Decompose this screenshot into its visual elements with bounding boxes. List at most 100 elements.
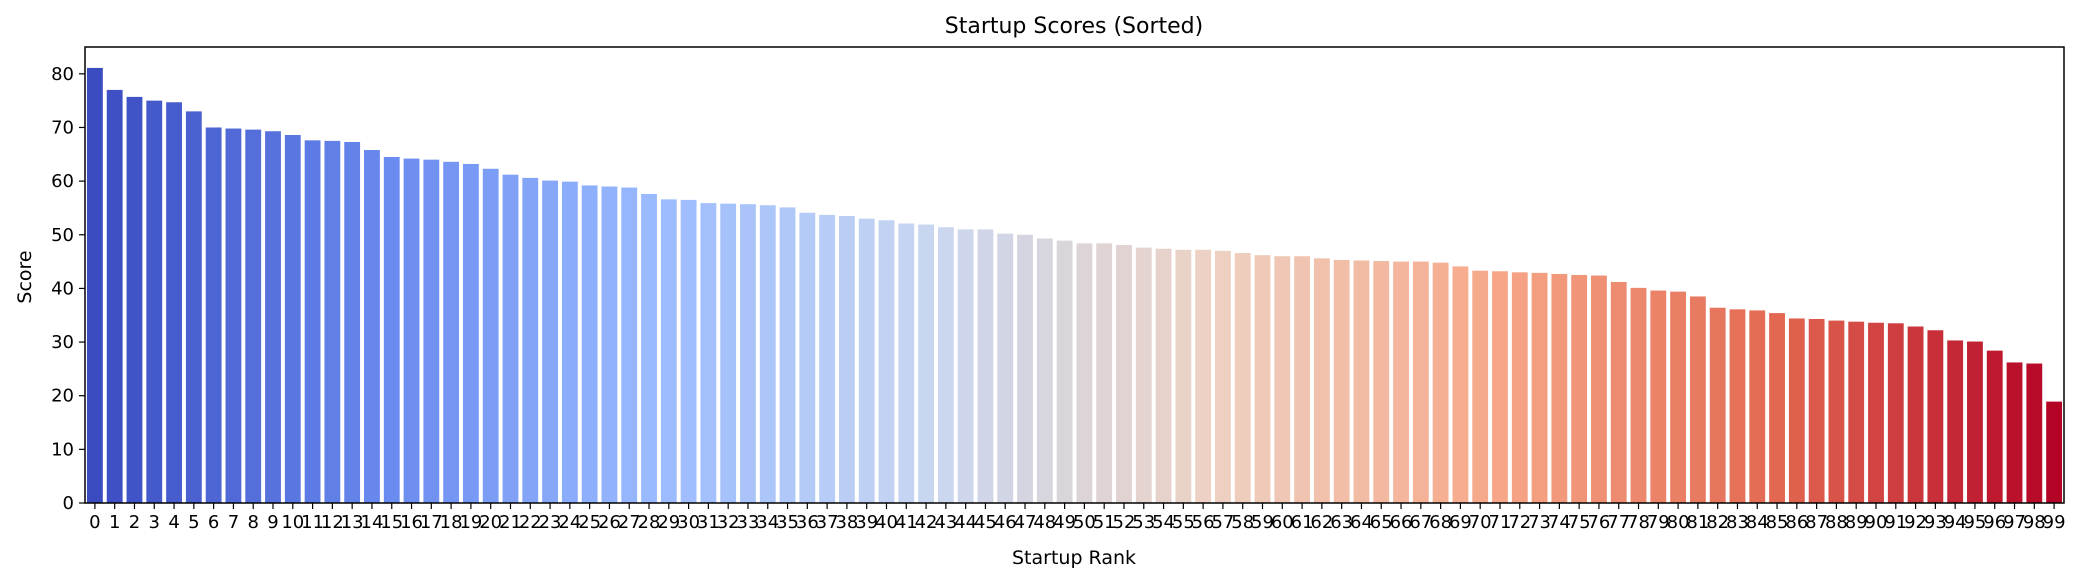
bar-92 [1907, 326, 1924, 503]
y-tick-label: 10 [51, 439, 74, 460]
bar-42 [918, 224, 934, 503]
bar-47 [1017, 234, 1033, 503]
bar-90 [1868, 322, 1884, 503]
x-tick-label: 79 [1647, 512, 1670, 533]
bar-76 [1591, 275, 1607, 503]
bar-59 [1254, 255, 1271, 503]
x-tick-label: 27 [618, 512, 641, 533]
x-tick-label: 7 [228, 512, 239, 533]
bar-57 [1215, 250, 1231, 503]
y-axis: 0 10 20 30 40 50 60 70 80 [51, 64, 85, 514]
bar-71 [1492, 271, 1508, 503]
bar-33 [740, 204, 756, 503]
x-tick-label: 98 [2023, 512, 2046, 533]
x-tick-label: 97 [2003, 512, 2026, 533]
bar-60 [1274, 256, 1291, 503]
x-tick-label: 48 [1033, 512, 1056, 533]
bar-7 [225, 128, 242, 504]
bar-52 [1116, 244, 1132, 503]
bar-16 [403, 158, 420, 503]
bar-28 [641, 193, 657, 504]
x-tick-label: 86 [1785, 512, 1808, 533]
bar-38 [838, 215, 855, 504]
x-tick-label: 56 [1192, 512, 1215, 533]
x-tick-label: 59 [1251, 512, 1274, 533]
bar-88 [1828, 320, 1845, 503]
bar-24 [561, 181, 578, 503]
x-tick-label: 31 [697, 512, 720, 533]
bar-58 [1234, 253, 1251, 503]
x-tick-label: 8 [247, 512, 258, 533]
x-tick-label: 40 [875, 512, 898, 533]
x-tick-label: 90 [1865, 512, 1888, 533]
x-tick-label: 36 [796, 512, 819, 533]
x-tick-label: 2 [129, 512, 140, 533]
x-tick-label: 32 [717, 512, 740, 533]
y-tick-label: 50 [51, 225, 74, 246]
bar-84 [1749, 310, 1766, 503]
x-tick-label: 14 [361, 512, 384, 533]
x-tick-label: 45 [974, 512, 997, 533]
x-tick-label: 24 [558, 512, 581, 533]
bar-8 [245, 129, 262, 504]
bar-85 [1769, 313, 1785, 503]
x-tick-label: 54 [1152, 512, 1175, 533]
x-tick-label: 29 [657, 512, 680, 533]
bar-89 [1848, 321, 1865, 503]
bar-12 [324, 140, 341, 503]
x-tick-label: 5 [188, 512, 199, 533]
bar-86 [1788, 318, 1805, 503]
plot-frame [84, 46, 2065, 504]
bar-69 [1452, 266, 1469, 503]
x-tick-label: 20 [479, 512, 502, 533]
x-tick-label: 46 [994, 512, 1017, 533]
bar-43 [937, 227, 954, 503]
bar-34 [759, 205, 776, 503]
x-tick-label: 77 [1607, 512, 1630, 533]
x-tick-label: 85 [1766, 512, 1789, 533]
x-tick-label: 30 [677, 512, 700, 533]
x-tick-label: 84 [1746, 512, 1769, 533]
x-tick-label: 21 [499, 512, 522, 533]
bar-83 [1729, 309, 1746, 503]
x-tick-label: 66 [1390, 512, 1413, 533]
x-tick-label: 51 [1093, 512, 1116, 533]
bar-67 [1412, 261, 1429, 503]
x-tick-label: 25 [578, 512, 601, 533]
x-tick-label: 70 [1469, 512, 1492, 533]
bar-97 [2006, 362, 2023, 503]
x-tick-label: 58 [1231, 512, 1254, 533]
x-tick-label: 6 [208, 512, 219, 533]
x-tick-label: 73 [1528, 512, 1551, 533]
bar-45 [977, 229, 994, 503]
bar-70 [1472, 270, 1489, 503]
x-tick-label: 67 [1409, 512, 1432, 533]
bar-56 [1195, 249, 1212, 503]
x-tick-label: 92 [1904, 512, 1927, 533]
x-axis-label: Startup Rank [1012, 547, 1136, 569]
x-tick-label: 10 [281, 512, 304, 533]
bar-75 [1571, 275, 1588, 503]
bar-39 [858, 218, 875, 503]
bar-87 [1808, 318, 1825, 503]
x-tick-label: 19 [459, 512, 482, 533]
bar-9 [265, 131, 281, 503]
bar-18 [443, 161, 460, 504]
bar-53 [1135, 247, 1152, 503]
bar-72 [1511, 272, 1528, 503]
chart-title: Startup Scores (Sorted) [945, 14, 1203, 39]
bar-37 [819, 214, 836, 504]
bar-15 [383, 156, 400, 503]
x-tick-label: 37 [816, 512, 839, 533]
bar-61 [1294, 256, 1311, 503]
y-tick-label: 40 [51, 278, 74, 299]
bar-74 [1551, 273, 1568, 503]
x-tick-label: 91 [1884, 512, 1907, 533]
x-tick-label: 74 [1548, 512, 1571, 533]
bar-11 [304, 140, 321, 503]
x-tick-label: 26 [598, 512, 621, 533]
bar-32 [720, 203, 737, 503]
bar-20 [482, 168, 499, 504]
x-tick-label: 53 [1132, 512, 1155, 533]
x-tick-label: 57 [1211, 512, 1234, 533]
